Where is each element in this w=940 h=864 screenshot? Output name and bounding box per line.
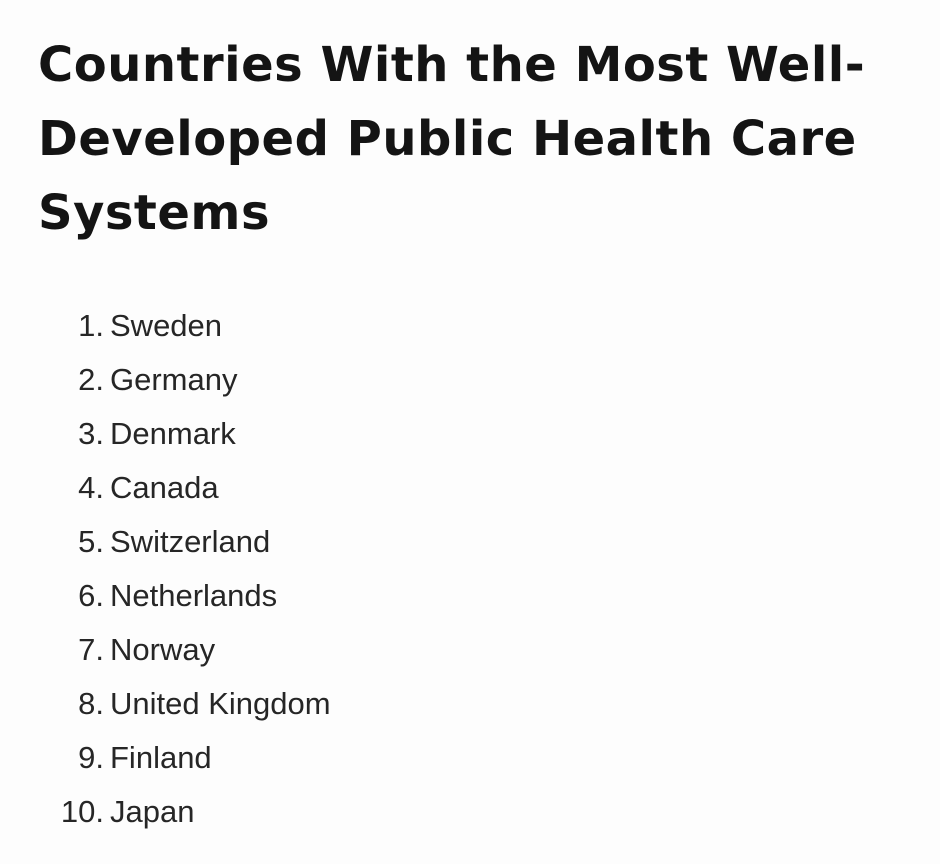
list-item: 9. Finland	[38, 740, 940, 794]
list-item: 8. United Kingdom	[38, 686, 940, 740]
list-item-label: Norway	[110, 632, 216, 667]
list-item: 7. Norway	[38, 632, 940, 686]
list-item: 10. Japan	[38, 794, 940, 848]
list-item-number: 3.	[78, 416, 104, 451]
list-item-label: Sweden	[110, 308, 223, 343]
list-item-number: 5.	[78, 524, 104, 559]
list-item: 3. Denmark	[38, 416, 940, 470]
list-item: 4. Canada	[38, 470, 940, 524]
list-item: 1. Sweden	[38, 308, 940, 362]
list-item-label: Finland	[110, 740, 212, 775]
article-title: Countries With the Most Well-Developed P…	[38, 37, 866, 241]
list-item-number: 9.	[78, 740, 104, 775]
list-item-label: Japan	[110, 794, 195, 829]
country-ranking-list: 1. Sweden 2. Germany 3. Denmark 4. Canad…	[38, 308, 940, 848]
list-item-number: 10.	[60, 794, 104, 829]
list-item-label: Germany	[110, 362, 238, 397]
list-item-label: Denmark	[110, 416, 236, 451]
list-item-label: Netherlands	[110, 578, 278, 613]
list-item-label: Switzerland	[110, 524, 271, 559]
list-item-number: 2.	[78, 362, 104, 397]
list-item: 6. Netherlands	[38, 578, 940, 632]
list-item-label: Canada	[110, 470, 219, 505]
list-item-label: United Kingdom	[110, 686, 331, 721]
list-item: 2. Germany	[38, 362, 940, 416]
list-item-number: 7.	[78, 632, 104, 667]
list-item-number: 6.	[78, 578, 104, 613]
list-item-number: 1.	[78, 308, 104, 343]
list-item-number: 8.	[78, 686, 104, 721]
list-item-number: 4.	[78, 470, 104, 505]
list-item: 5. Switzerland	[38, 524, 940, 578]
